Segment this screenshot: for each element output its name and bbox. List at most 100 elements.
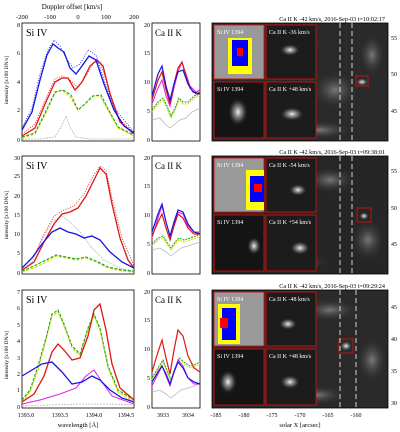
ca-panel-row1: Ca II K 0 5 10 15 20 [144, 22, 201, 144]
y-tick: 5 [17, 251, 20, 257]
inset-label: Si IV 1394 [217, 30, 243, 36]
si-panel-row1: Si IV 0 2 4 6 8 [17, 22, 135, 144]
red-dotted [21, 165, 135, 269]
y-tick: 6 [17, 51, 20, 57]
region-box [338, 338, 354, 354]
blue-profile [151, 201, 201, 239]
y-tick: 10 [144, 213, 150, 219]
ca-title: Ca II K [155, 28, 182, 38]
si-frame [21, 155, 135, 275]
yellow-profile [21, 89, 135, 139]
top-axis-label: Doppler offset [km/s] [42, 3, 103, 11]
y-tick: 5 [147, 109, 150, 115]
y-tick: 2 [17, 108, 20, 114]
red-profile [21, 59, 135, 137]
red-profile [151, 328, 201, 375]
x-tick: -160 [351, 413, 362, 419]
y-axis-label: intensity [x100 DN/s] [4, 191, 10, 239]
blue-profile [21, 43, 135, 134]
top-tick-label: 100 [101, 14, 111, 21]
y-tick: 15 [144, 184, 150, 190]
top-axis: Doppler offset [km/s] -200 -100 0 100 20… [16, 3, 139, 21]
region-box [356, 207, 372, 223]
inset-frame [265, 214, 317, 272]
y-tick: 5 [147, 242, 150, 248]
inset-label: Si IV 1394 [217, 87, 243, 93]
inset-frame [265, 348, 317, 406]
x-tick: 3933 [157, 413, 169, 419]
inset-label: Ca II K +54 km/s [269, 220, 312, 226]
si-x-label: wavelength [Å] [58, 421, 99, 429]
row3: Si IV 0 1 2 3 4 5 6 7 Ca II K 0 5 [17, 283, 397, 411]
red-profile [21, 302, 135, 403]
x-tick: 3934 [182, 413, 194, 419]
y-tick: 8 [17, 23, 20, 29]
si-title: Si IV [26, 28, 48, 39]
y-tick: 5 [17, 323, 20, 329]
blue-profile [21, 361, 135, 403]
ca-title: Ca II K [155, 295, 182, 305]
inset-label: Ca II K -36 km/s [269, 30, 310, 36]
blue-profile [21, 227, 135, 269]
map-title: Ca II K -42 km/s, 2016-Sep-03 t=10:02:17 [279, 16, 385, 23]
map-x-label: solar X [arcsec] [279, 422, 320, 429]
y-tick: 2 [17, 372, 20, 378]
blue-profile [151, 360, 201, 386]
top-tick-label: -200 [16, 14, 28, 21]
green-profile [151, 93, 201, 118]
yellow-profile [21, 311, 135, 403]
y-tick: 35 [391, 369, 397, 375]
y-axis-label: intensity [x100 DN/s] [4, 56, 10, 104]
y-tick: 25 [14, 174, 20, 180]
magenta-profile [151, 60, 201, 108]
yellow-profile [151, 235, 201, 251]
x-tick: -180 [239, 413, 250, 419]
x-tick: 1393.5 [52, 413, 69, 419]
y-tick: 0 [17, 405, 20, 411]
green-profile [21, 309, 135, 401]
map-title: Ca II K -42 km/s, 2016-Sep-03 t=09:38:01 [279, 149, 385, 156]
red-dotted [21, 61, 135, 135]
inset-frame [265, 157, 317, 213]
gray-profile [21, 215, 135, 273]
y-tick: 0 [147, 271, 150, 277]
inset-label: Si IV 1394 [217, 220, 243, 226]
row1: Si IV 0 2 4 6 8 Ca II K 0 5 10 [17, 16, 397, 144]
inset-label: Si IV 1394 [217, 297, 243, 303]
si-frame [21, 22, 135, 142]
bottom-axes: 1393.0 1393.5 1394.0 1394.5 wavelength [… [18, 413, 362, 429]
y-tick: 6 [17, 306, 20, 312]
si-panel-row3: Si IV 0 1 2 3 4 5 6 7 [17, 289, 135, 411]
top-tick-label: 0 [76, 14, 79, 21]
y-tick: 4 [17, 80, 20, 86]
region-box [355, 75, 369, 87]
y-tick: 55 [391, 36, 397, 42]
inset-label: Si IV 1394 [217, 354, 243, 360]
green-profile [21, 89, 135, 138]
gray-profile [151, 383, 201, 399]
y-tick: 4 [17, 339, 20, 345]
x-tick: -165 [323, 413, 334, 419]
ca-title: Ca II K [155, 161, 182, 171]
y-tick: 10 [14, 232, 20, 238]
top-tick-label: 200 [129, 14, 139, 21]
y-tick: 15 [144, 318, 150, 324]
y-tick: 10 [144, 80, 150, 86]
magenta-profile [21, 369, 135, 405]
y-tick: 0 [17, 271, 20, 277]
y-tick: 40 [391, 337, 397, 343]
inset-label: Ca II K -54 km/s [269, 163, 310, 169]
x-tick: -170 [295, 413, 306, 419]
x-tick: -175 [267, 413, 278, 419]
y-tick: 45 [391, 109, 397, 115]
si-panel-row2: Si IV 0 5 10 15 20 25 30 [14, 155, 135, 277]
x-tick: -185 [211, 413, 222, 419]
red-profile [21, 166, 135, 271]
si-title: Si IV [26, 161, 48, 172]
red-profile [151, 212, 200, 243]
x-tick: 1393.0 [18, 413, 35, 419]
ca-panel-row3: Ca II K 0 5 10 15 20 [144, 289, 201, 411]
blue-profile [151, 64, 201, 103]
y-tick: 7 [17, 290, 20, 296]
map-panel-row3: Ca II K -42 km/s, 2016-Sep-03 t=09:29:24… [211, 283, 397, 409]
